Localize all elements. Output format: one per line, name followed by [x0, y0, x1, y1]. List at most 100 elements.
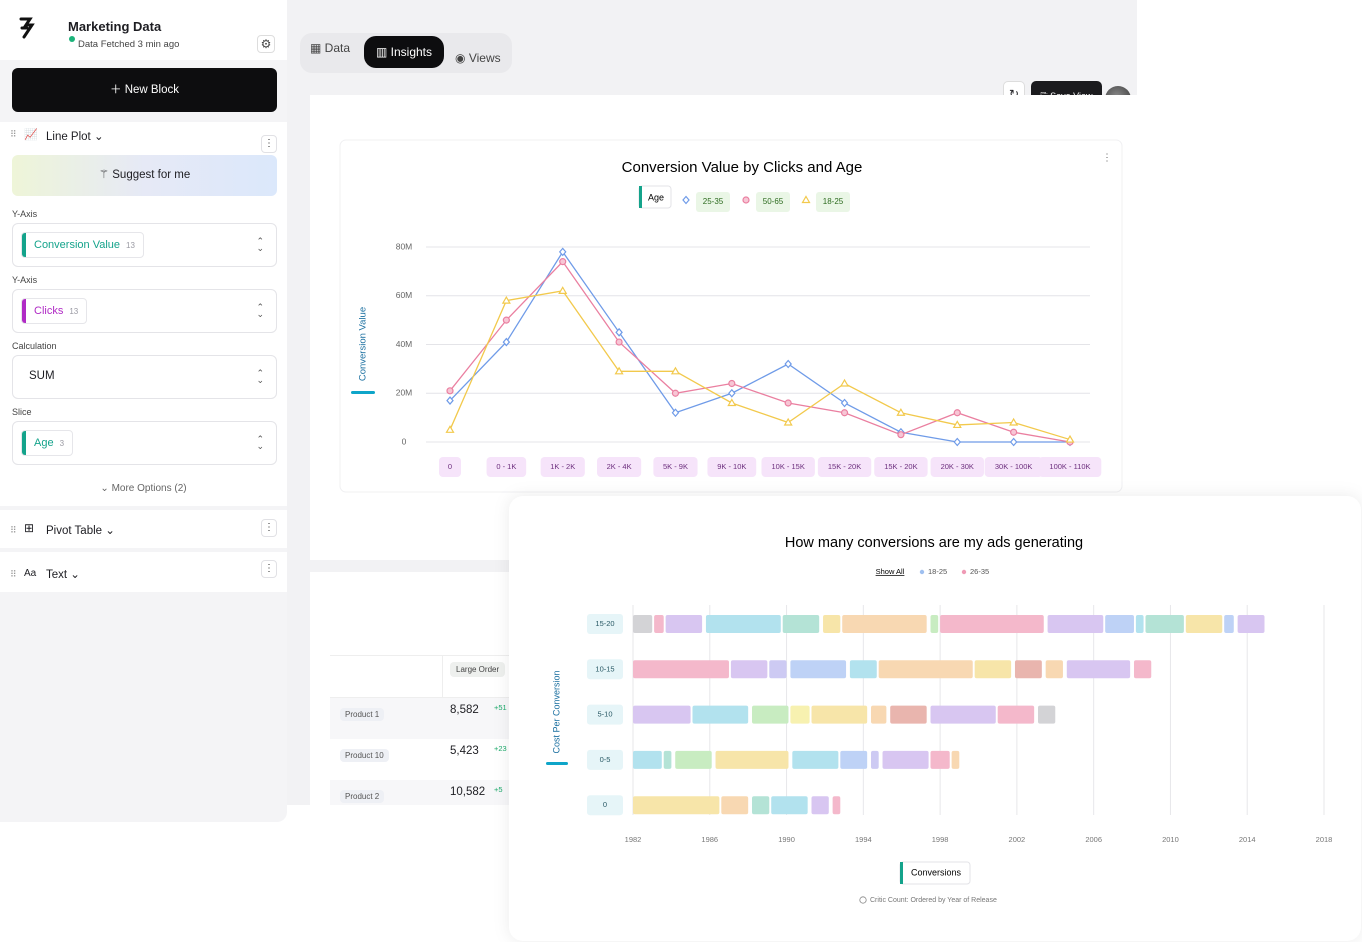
segment	[715, 750, 789, 769]
segment	[930, 705, 996, 724]
segment	[997, 705, 1035, 724]
segment	[1038, 705, 1056, 724]
point	[1009, 437, 1018, 447]
text-block: ⠿ Aa Text ⌄ ⋮	[0, 552, 287, 592]
tab-label: Views	[468, 51, 501, 65]
row-label: 0	[603, 800, 607, 809]
field-select[interactable]: Conversion Value 13 ⌃ ⌄	[12, 223, 277, 267]
block-label: Text	[46, 569, 68, 581]
x-tick-label: 2K - 4K	[607, 462, 632, 471]
column-header: Large Order	[450, 662, 506, 677]
legend-marker	[801, 195, 811, 204]
line-chart-card: ⋮ Conversion Value by Clicks and Age Age 2…	[310, 95, 1137, 560]
y-axis-bar	[546, 762, 568, 765]
cell-delta: +5	[494, 785, 503, 794]
block-title[interactable]: Pivot Table ⌄	[46, 525, 115, 537]
suggest-button[interactable]: ⚚ Suggest for me	[12, 155, 277, 196]
field-select[interactable]: SUM ⌃ ⌄	[12, 355, 277, 399]
block-menu[interactable]: ⋮	[261, 135, 277, 153]
segment	[871, 705, 887, 724]
logo	[19, 17, 35, 39]
point	[558, 286, 568, 294]
y-tick-label: 20M	[396, 388, 413, 398]
legend-show-all[interactable]: Show All	[876, 567, 905, 576]
y-tick-label: 80M	[396, 241, 413, 251]
segment	[1145, 615, 1184, 633]
y-axis-label: Conversion Value	[358, 307, 369, 381]
block-label: Line Plot	[46, 131, 91, 143]
drag-handle[interactable]: ⠿	[10, 569, 17, 579]
field-select[interactable]: Age 3 ⌃ ⌄	[12, 421, 277, 465]
settings-button[interactable]: ⚙	[257, 35, 275, 53]
block-title[interactable]: Text ⌄	[46, 569, 80, 581]
x-tick-label: 1K - 2K	[550, 462, 575, 471]
point	[953, 409, 961, 417]
segment	[633, 705, 691, 724]
point	[445, 425, 455, 433]
row-label-pill	[587, 749, 623, 770]
point	[446, 387, 454, 395]
info-icon	[859, 896, 867, 904]
point	[502, 337, 511, 347]
status: Data Fetched 3 min ago	[78, 39, 180, 50]
tab[interactable]: ◉ Views	[455, 51, 501, 65]
segment	[790, 705, 810, 724]
segment	[940, 615, 1044, 633]
chart-frame	[339, 139, 1123, 493]
field-chip: Clicks 13	[21, 298, 88, 324]
x-tick-label: 2018	[1316, 835, 1333, 844]
segment	[1045, 660, 1063, 679]
y-axis-label: Cost Per Conversion	[551, 670, 561, 753]
block-menu[interactable]: ⋮	[261, 560, 277, 578]
tab-label: Insights	[390, 45, 433, 59]
card-bg	[310, 95, 1137, 560]
segment	[832, 796, 841, 815]
segment	[1066, 660, 1131, 679]
row-label-pill	[587, 614, 623, 634]
point	[1065, 434, 1075, 443]
point	[784, 399, 792, 407]
point	[614, 366, 624, 375]
tab-active[interactable]: ▥ Insights	[364, 36, 444, 68]
select-arrows: ⌃ ⌄	[256, 302, 264, 319]
tab[interactable]: ▦ Data	[310, 41, 351, 55]
cell-value: 5,423	[450, 745, 479, 757]
more-options[interactable]: ⌄ More Options (2)	[100, 483, 187, 494]
drag-handle[interactable]: ⠿	[10, 129, 17, 139]
segment	[842, 615, 927, 633]
block-title[interactable]: Line Plot ⌄	[46, 131, 104, 143]
segment	[930, 615, 939, 633]
chart-menu[interactable]: ⋮	[1102, 153, 1112, 164]
point	[558, 247, 567, 257]
segment	[663, 750, 672, 769]
legend-pill	[756, 192, 790, 212]
x-tick-pill	[486, 457, 527, 477]
field-label: Y-Axis	[12, 275, 38, 285]
new-block-button[interactable]: ＋ New Block	[12, 68, 277, 112]
x-tick-pill	[596, 457, 642, 477]
field-select[interactable]: Clicks 13 ⌃ ⌄	[12, 289, 277, 333]
series-line	[449, 250, 1070, 443]
segment	[771, 796, 808, 815]
x-tick-pill	[874, 457, 928, 477]
field-value: Clicks	[34, 305, 64, 317]
tab-bar: ▦ Data ▥ Insights ◉ Views	[300, 33, 512, 73]
series-line	[449, 260, 1071, 443]
point	[728, 379, 736, 388]
segment	[974, 660, 1012, 679]
row-label-pill	[587, 795, 623, 816]
segment	[1133, 660, 1152, 679]
drag-handle[interactable]: ⠿	[10, 525, 17, 535]
field-value: SUM	[29, 370, 55, 382]
legend-label: 26-35	[970, 567, 989, 576]
point	[446, 396, 454, 405]
segment	[633, 750, 662, 769]
segment	[840, 750, 868, 769]
legend-label: 18-25	[928, 567, 947, 576]
chart-title: How many conversions are my ads generati…	[785, 535, 1083, 551]
x-tick-label: 5K - 9K	[663, 462, 688, 471]
segment	[769, 660, 787, 679]
chip-bar	[22, 431, 26, 455]
segment	[849, 660, 877, 679]
block-menu[interactable]: ⋮	[261, 519, 277, 537]
